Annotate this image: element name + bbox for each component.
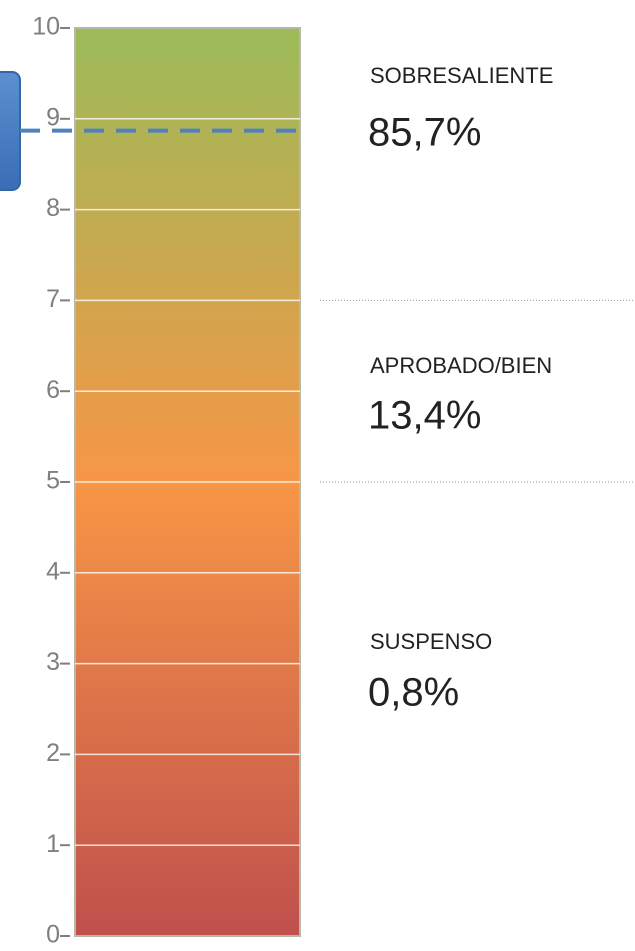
y-tick-label: 0: [46, 921, 60, 946]
y-tick-label: 6: [46, 376, 60, 404]
y-tick-label: 1: [46, 830, 60, 858]
band-value: 0,8%: [368, 671, 459, 715]
y-tick-label: 4: [46, 557, 60, 585]
band-value: 85,7%: [368, 111, 481, 155]
y-tick-label: 5: [46, 467, 60, 495]
y-tick-label: 2: [46, 739, 60, 767]
band-label: SUSPENSO: [370, 629, 492, 654]
y-tick-label: 10: [32, 13, 60, 41]
band-label: APROBADO/BIEN: [370, 353, 552, 378]
band-label: SOBRESALIENTE: [370, 63, 553, 88]
y-tick-label: 7: [46, 285, 60, 313]
y-tick-label: 9: [46, 103, 60, 131]
y-tick-label: 8: [46, 194, 60, 222]
band-value: 13,4%: [368, 394, 481, 438]
y-tick-label: 3: [46, 648, 60, 676]
callout-box: [0, 71, 21, 191]
